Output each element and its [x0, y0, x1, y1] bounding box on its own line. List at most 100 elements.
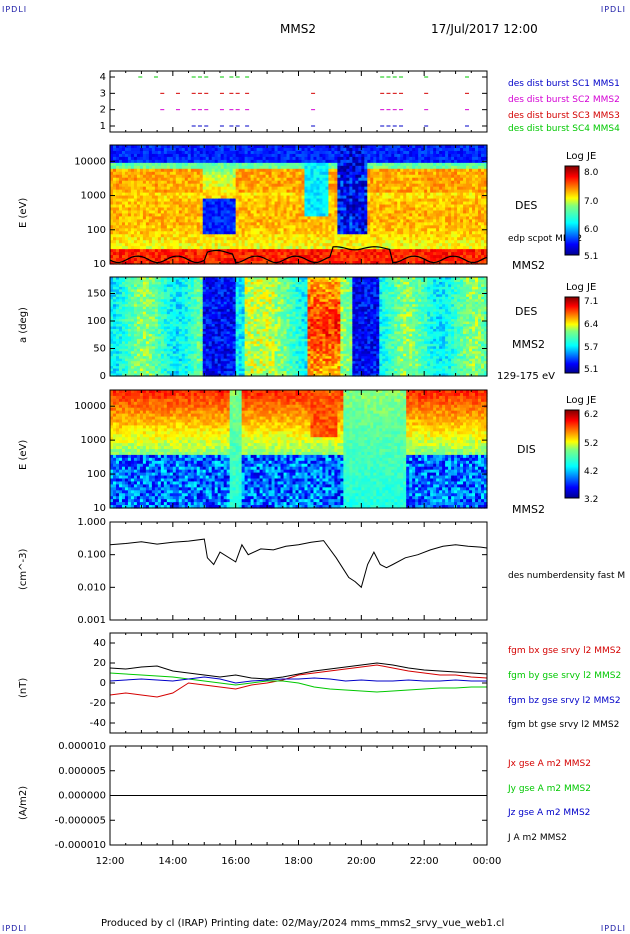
- des-energy-cell: [247, 243, 252, 247]
- des-energy-cell: [220, 228, 225, 232]
- des-energy-cell: [139, 195, 144, 200]
- des-energy-cell: [202, 207, 207, 212]
- des-energy-cell: [223, 189, 228, 194]
- des-energy-cell: [151, 234, 156, 238]
- des-energy-cell: [160, 189, 165, 194]
- legend-burst-sc3: des dist burst SC3 MMS3: [508, 111, 620, 121]
- des-energy-cell: [157, 174, 162, 179]
- des-energy-cell: [199, 180, 204, 185]
- des-energy-cell: [256, 258, 261, 262]
- des-energy-cell: [256, 153, 261, 158]
- des-energy-cell: [175, 165, 180, 170]
- des-energy-cell: [244, 165, 249, 170]
- des-energy-cell: [136, 216, 141, 220]
- des-energy-cell: [196, 174, 201, 179]
- des-energy-cell: [229, 192, 234, 197]
- des-energy-cell: [118, 240, 123, 244]
- des-energy-cell: [196, 246, 201, 250]
- des-energy-cell: [205, 186, 210, 191]
- des-energy-cell: [256, 186, 261, 191]
- des-energy-cell: [154, 198, 159, 203]
- des-energy-cell: [163, 147, 168, 152]
- des-energy-cell: [181, 145, 186, 149]
- des-energy-cell: [247, 213, 252, 218]
- des-energy-cell: [175, 207, 180, 212]
- des-energy-cell: [166, 156, 171, 161]
- des-energy-cell: [178, 243, 183, 247]
- des-energy-cell: [112, 165, 117, 170]
- des-energy-cell: [232, 237, 237, 241]
- des-energy-cell: [205, 231, 210, 235]
- des-energy-cell: [172, 216, 177, 220]
- des-energy-cell: [184, 145, 189, 149]
- des-energy-cell: [247, 237, 252, 241]
- des-energy-cell: [217, 183, 222, 188]
- des-energy-cell: [172, 228, 177, 232]
- des-energy-cell: [169, 168, 174, 173]
- des-energy-cell: [235, 252, 240, 256]
- des-energy-cell: [136, 222, 141, 226]
- des-energy-cell: [223, 240, 228, 244]
- des-energy-cell: [121, 234, 126, 238]
- des-energy-cell: [250, 150, 255, 155]
- des-energy-cell: [247, 171, 252, 176]
- des-energy-cell: [142, 249, 147, 253]
- des-energy-cell: [190, 228, 195, 232]
- des-energy-cell: [193, 192, 198, 197]
- des-energy-cell: [244, 189, 249, 194]
- des-energy-cell: [250, 213, 255, 218]
- des-energy-cell: [175, 213, 180, 218]
- des-energy-cell: [172, 222, 177, 226]
- des-energy-cell: [226, 201, 231, 206]
- des-energy-cell: [145, 192, 150, 197]
- des-energy-cell: [133, 171, 138, 176]
- des-energy-cell: [229, 204, 234, 209]
- des-energy-cell: [226, 240, 231, 244]
- des-energy-cell: [154, 222, 159, 226]
- des-energy-cell: [247, 145, 252, 149]
- des-energy-cell: [241, 261, 246, 265]
- des-energy-cell: [139, 249, 144, 253]
- des-energy-cell: [139, 207, 144, 212]
- des-energy-cell: [127, 145, 132, 149]
- des-energy-cell: [226, 171, 231, 176]
- des-energy-cell: [190, 258, 195, 262]
- des-energy-cell: [145, 243, 150, 247]
- des-energy-cell: [151, 249, 156, 253]
- des-energy-cell: [196, 204, 201, 209]
- des-energy-cell: [193, 213, 198, 218]
- des-energy-cell: [160, 252, 165, 256]
- des-energy-cell: [112, 225, 117, 229]
- des-energy-cell: [172, 213, 177, 218]
- des-energy-cell: [178, 145, 183, 149]
- des-energy-cell: [184, 210, 189, 215]
- des-energy-cell: [193, 201, 198, 206]
- des-energy-cell: [163, 177, 168, 182]
- des-energy-cell: [148, 183, 153, 188]
- des-energy-cell: [247, 222, 252, 226]
- des-energy-cell: [253, 168, 258, 173]
- des-energy-cell: [220, 180, 225, 185]
- des-energy-cell: [253, 231, 258, 235]
- des-energy-cell: [112, 201, 117, 206]
- des-energy-cell: [241, 249, 246, 253]
- des-energy-cell: [175, 240, 180, 244]
- legend-burst-sc4: des dist burst SC4 MMS4: [508, 124, 620, 134]
- des-energy-cell: [130, 174, 135, 179]
- des-energy-cell: [232, 192, 237, 197]
- des-energy-cell: [121, 204, 126, 209]
- des-energy-cell: [130, 145, 135, 149]
- des-energy-cell: [154, 150, 159, 155]
- des-energy-cell: [172, 171, 177, 176]
- des-energy-cell: [217, 168, 222, 173]
- des-energy-cell: [202, 237, 207, 241]
- des-energy-cell: [226, 150, 231, 155]
- des-energy-cell: [226, 198, 231, 203]
- des-energy-cell: [232, 243, 237, 247]
- des-energy-cell: [172, 237, 177, 241]
- des-energy-cell: [184, 243, 189, 247]
- des-energy-cell: [115, 204, 120, 209]
- des-energy-cell: [139, 165, 144, 170]
- des-energy-cell: [169, 216, 174, 220]
- des-energy-cell: [175, 180, 180, 185]
